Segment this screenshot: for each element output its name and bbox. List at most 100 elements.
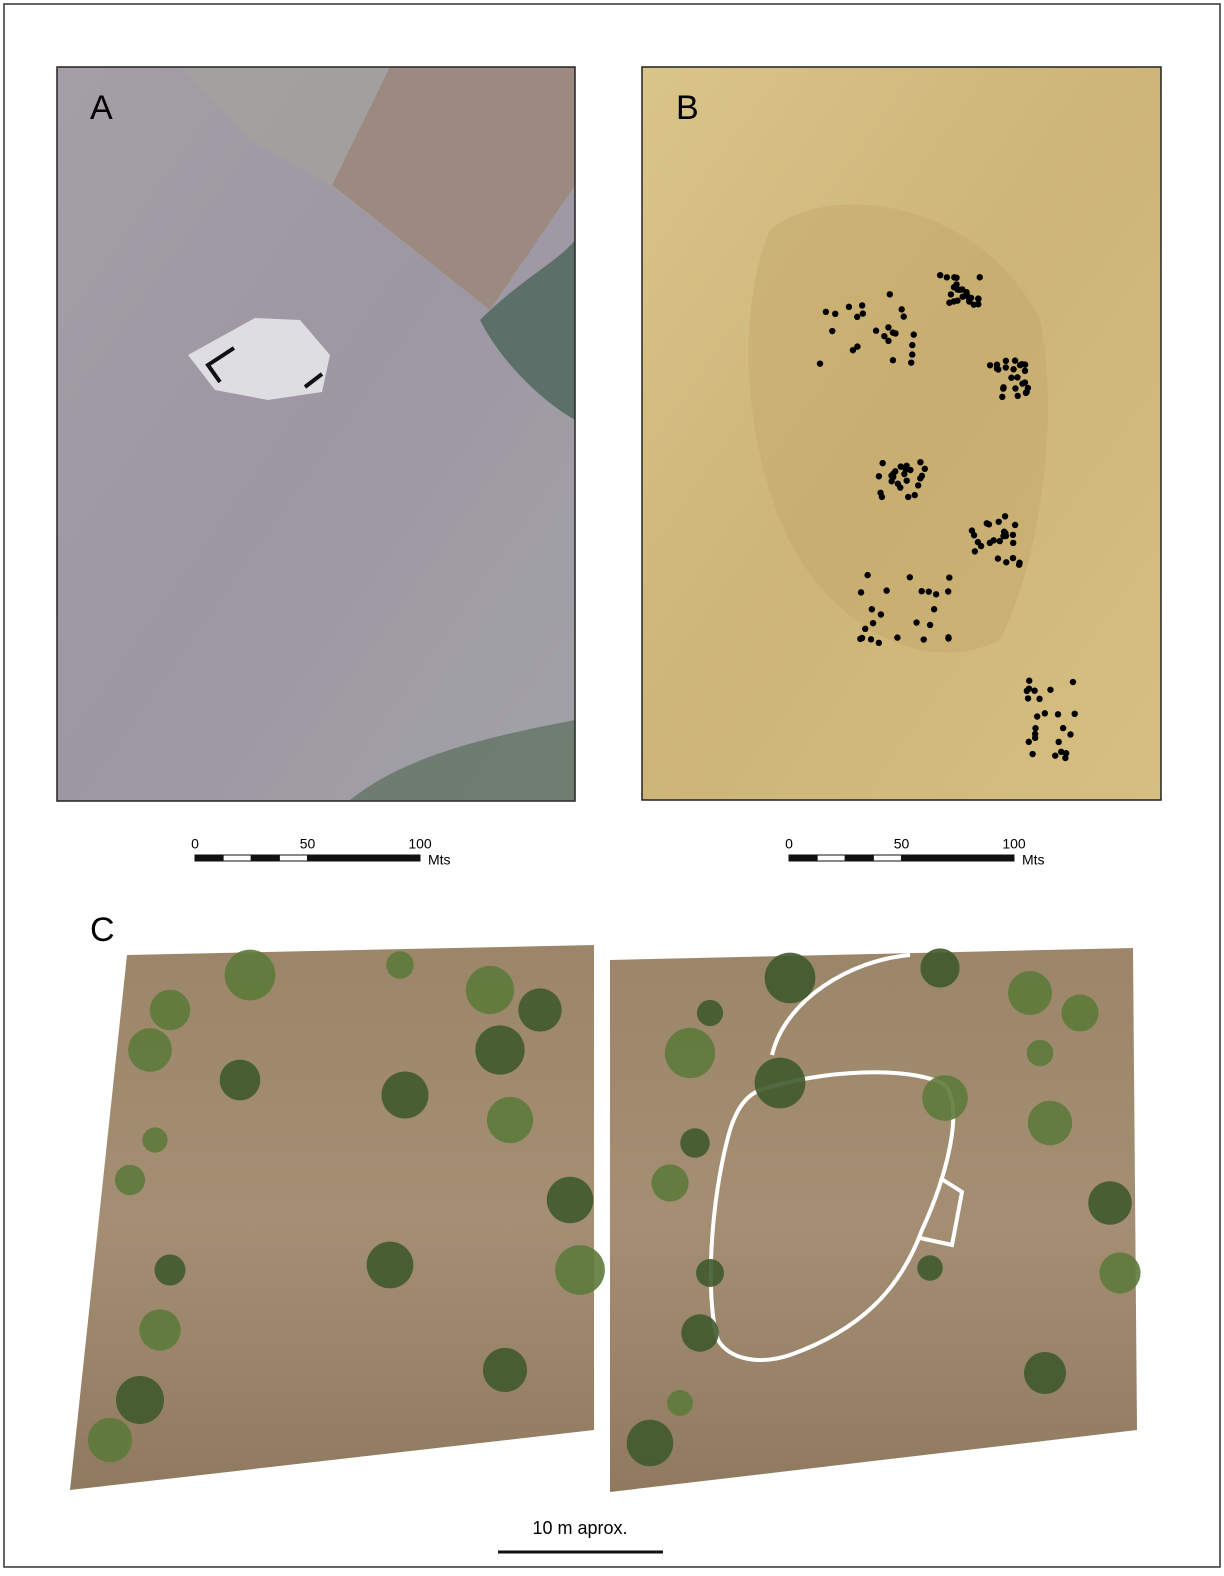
find-dot (858, 589, 864, 595)
shrub (116, 1376, 164, 1424)
find-dot (1010, 555, 1016, 561)
find-dot (1025, 695, 1031, 701)
find-dot (904, 477, 910, 483)
find-dot (977, 274, 983, 280)
find-dot (913, 619, 919, 625)
find-dot (1025, 385, 1031, 391)
find-dot (1070, 679, 1076, 685)
find-dot (1060, 725, 1066, 731)
find-dot (1010, 366, 1016, 372)
find-dot (1012, 522, 1018, 528)
find-dot (1012, 357, 1018, 363)
shrub (681, 1314, 718, 1351)
find-dot (817, 360, 823, 366)
find-dot (873, 328, 879, 334)
scale-bar-segment (817, 855, 845, 861)
find-dot (922, 466, 928, 472)
shrub (755, 1058, 806, 1109)
shrub (765, 953, 816, 1004)
scale-bar-segment (279, 855, 307, 861)
find-dot (920, 636, 926, 642)
find-dot (898, 306, 904, 312)
find-dot (868, 636, 874, 642)
find-dot (823, 309, 829, 315)
scale-bar-unit: Mts (428, 852, 451, 868)
find-dot (1014, 374, 1020, 380)
find-dot (1029, 751, 1035, 757)
find-dot (1055, 739, 1061, 745)
scale-bar-segment (195, 855, 223, 861)
find-dot (903, 463, 909, 469)
find-dot (975, 301, 981, 307)
shrub (475, 1025, 524, 1074)
shrub (367, 1242, 414, 1289)
find-dot (909, 351, 915, 357)
find-dot (1034, 713, 1040, 719)
find-dot (1032, 725, 1038, 731)
find-dot (984, 520, 990, 526)
find-dot (1002, 513, 1008, 519)
shrub (142, 1127, 167, 1152)
find-dot (946, 574, 952, 580)
find-dot (918, 588, 924, 594)
find-dot (829, 328, 835, 334)
find-dot (908, 359, 914, 365)
find-dot (885, 324, 891, 330)
find-dot (907, 574, 913, 580)
shrub (381, 1071, 428, 1118)
find-dot (1008, 375, 1014, 381)
find-dot (945, 635, 951, 641)
find-dot (892, 330, 898, 336)
panel-b: B (642, 67, 1161, 800)
find-dot (1010, 532, 1016, 538)
find-dot (1003, 358, 1009, 364)
find-dot (1032, 731, 1038, 737)
shrub (220, 1060, 261, 1101)
scale-bar-segment (902, 855, 1015, 861)
scale-bar-segment (308, 855, 421, 861)
shrub (651, 1164, 688, 1201)
find-dot (951, 274, 957, 280)
find-dot (1022, 368, 1028, 374)
find-dot (927, 622, 933, 628)
shrub (1008, 971, 1052, 1015)
find-dot (887, 291, 893, 297)
find-dot (948, 291, 954, 297)
scale-bar-tick-label: 0 (785, 836, 793, 852)
shrub (547, 1177, 594, 1224)
find-dot (879, 494, 885, 500)
shrub (386, 951, 414, 979)
find-dot (937, 272, 943, 278)
find-dot (895, 481, 901, 487)
scale-bar-segment (251, 855, 279, 861)
shrub (466, 966, 514, 1014)
find-dot (870, 620, 876, 626)
find-dot (919, 473, 925, 479)
find-dot (933, 591, 939, 597)
find-dot (854, 314, 860, 320)
find-dot (944, 274, 950, 280)
find-dot (878, 611, 884, 617)
find-dot (1017, 362, 1023, 368)
find-dot (1016, 562, 1022, 568)
scale-bar-tick-label: 50 (300, 836, 316, 852)
find-dot (926, 588, 932, 594)
shrub (115, 1165, 145, 1195)
scale-bar-tick-label: 50 (894, 836, 910, 852)
find-dot (965, 294, 971, 300)
find-dot (1000, 385, 1006, 391)
find-dot (1002, 530, 1008, 536)
find-dot (999, 394, 1005, 400)
scale-bar-tick-label: 100 (1002, 836, 1026, 852)
shrub (680, 1128, 710, 1158)
shrub (483, 1348, 527, 1392)
panel-label: A (90, 89, 113, 127)
find-dot (1026, 678, 1032, 684)
shrub (555, 1245, 605, 1295)
shrub (667, 1390, 693, 1416)
scale-bar-segment (845, 855, 873, 861)
shrub (88, 1418, 132, 1462)
find-dot (975, 539, 981, 545)
find-dot (909, 342, 915, 348)
find-dot (905, 494, 911, 500)
